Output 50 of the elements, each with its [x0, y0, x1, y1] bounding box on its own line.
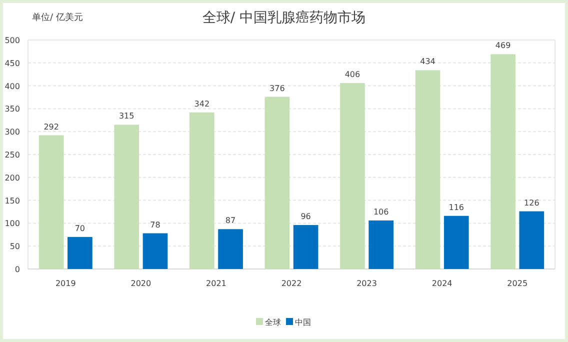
y-tick-label: 100: [4, 219, 20, 228]
y-tick-label: 500: [4, 36, 20, 45]
x-tick-label: 2019: [55, 279, 76, 288]
text: 单位/ 亿美元: [32, 12, 83, 23]
data-label: 96: [300, 212, 311, 222]
legend-label: 全球: [265, 318, 281, 327]
data-label: 469: [495, 41, 511, 50]
data-label: 292: [44, 122, 59, 132]
data-label: 106: [373, 207, 389, 216]
bar: [38, 135, 64, 269]
y-tick-label: 250: [4, 150, 20, 160]
bar: [114, 124, 140, 269]
data-label: 78: [150, 220, 160, 230]
x-tick-label: 2023: [356, 279, 377, 288]
data-label: 342: [194, 99, 210, 108]
bar: [264, 96, 290, 269]
data-label: 315: [118, 112, 134, 121]
y-tick-label: 200: [4, 173, 20, 182]
data-label: 116: [448, 202, 464, 212]
bar: [218, 229, 243, 269]
legend-label: 中国: [295, 318, 311, 327]
bar: [340, 83, 365, 269]
x-tick-label: 2020: [130, 279, 152, 288]
bar: [444, 216, 469, 269]
bar: [293, 225, 318, 269]
y-tick-label: 150: [4, 196, 20, 206]
y-tick-label: 300: [4, 128, 20, 137]
bar: [142, 233, 168, 269]
bar: [189, 112, 214, 269]
chart-title: 全球/ 中国乳腺癌药物市场: [202, 10, 366, 26]
y-tick-label: 0: [14, 265, 20, 274]
y-tick-label: 350: [4, 104, 20, 114]
data-label: 87: [225, 216, 236, 226]
bar: [490, 54, 516, 269]
data-label: 434: [420, 57, 436, 66]
data-label: 70: [74, 224, 86, 233]
x-tick-label: 2024: [432, 279, 452, 288]
x-tick-label: 2022: [281, 279, 302, 288]
bar: [519, 211, 544, 269]
y-tick-label: 400: [4, 82, 20, 91]
x-tick-label: 2021: [206, 279, 226, 288]
data-label: 126: [524, 198, 540, 208]
x-tick-label: 2025: [507, 279, 528, 288]
bar: [415, 70, 440, 269]
y-tick-label: 50: [10, 242, 20, 252]
data-label: 406: [344, 70, 360, 80]
y-tick-label: 450: [4, 58, 20, 68]
bar: [368, 220, 394, 269]
bar: [68, 236, 92, 269]
data-label: 376: [270, 84, 285, 93]
